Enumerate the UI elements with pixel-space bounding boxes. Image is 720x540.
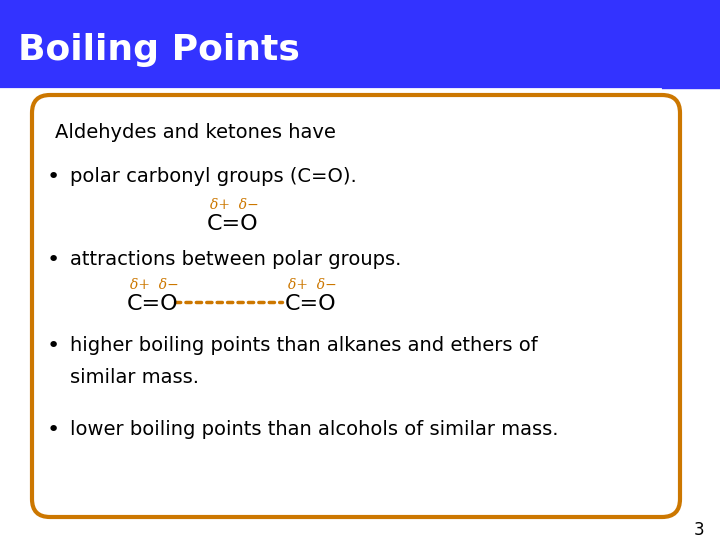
Text: •: •: [47, 167, 60, 187]
Text: attractions between polar groups.: attractions between polar groups.: [70, 250, 401, 269]
Text: •: •: [47, 250, 60, 270]
FancyBboxPatch shape: [32, 95, 680, 517]
Text: C=O: C=O: [127, 294, 179, 314]
Text: δ+  δ−: δ+ δ−: [288, 278, 337, 292]
Text: lower boiling points than alcohols of similar mass.: lower boiling points than alcohols of si…: [70, 420, 559, 439]
Text: δ+  δ−: δ+ δ−: [210, 198, 258, 212]
Text: Boiling Points: Boiling Points: [18, 33, 300, 67]
Text: 3: 3: [693, 521, 704, 539]
Text: C=O: C=O: [285, 294, 337, 314]
Text: δ+  δ−: δ+ δ−: [130, 278, 179, 292]
Text: •: •: [47, 336, 60, 356]
Text: higher boiling points than alkanes and ethers of: higher boiling points than alkanes and e…: [70, 336, 538, 355]
Text: C=O: C=O: [207, 214, 258, 234]
Text: polar carbonyl groups (C=O).: polar carbonyl groups (C=O).: [70, 167, 356, 186]
Text: Aldehydes and ketones have: Aldehydes and ketones have: [55, 123, 336, 142]
Text: similar mass.: similar mass.: [70, 368, 199, 387]
Text: •: •: [47, 420, 60, 440]
